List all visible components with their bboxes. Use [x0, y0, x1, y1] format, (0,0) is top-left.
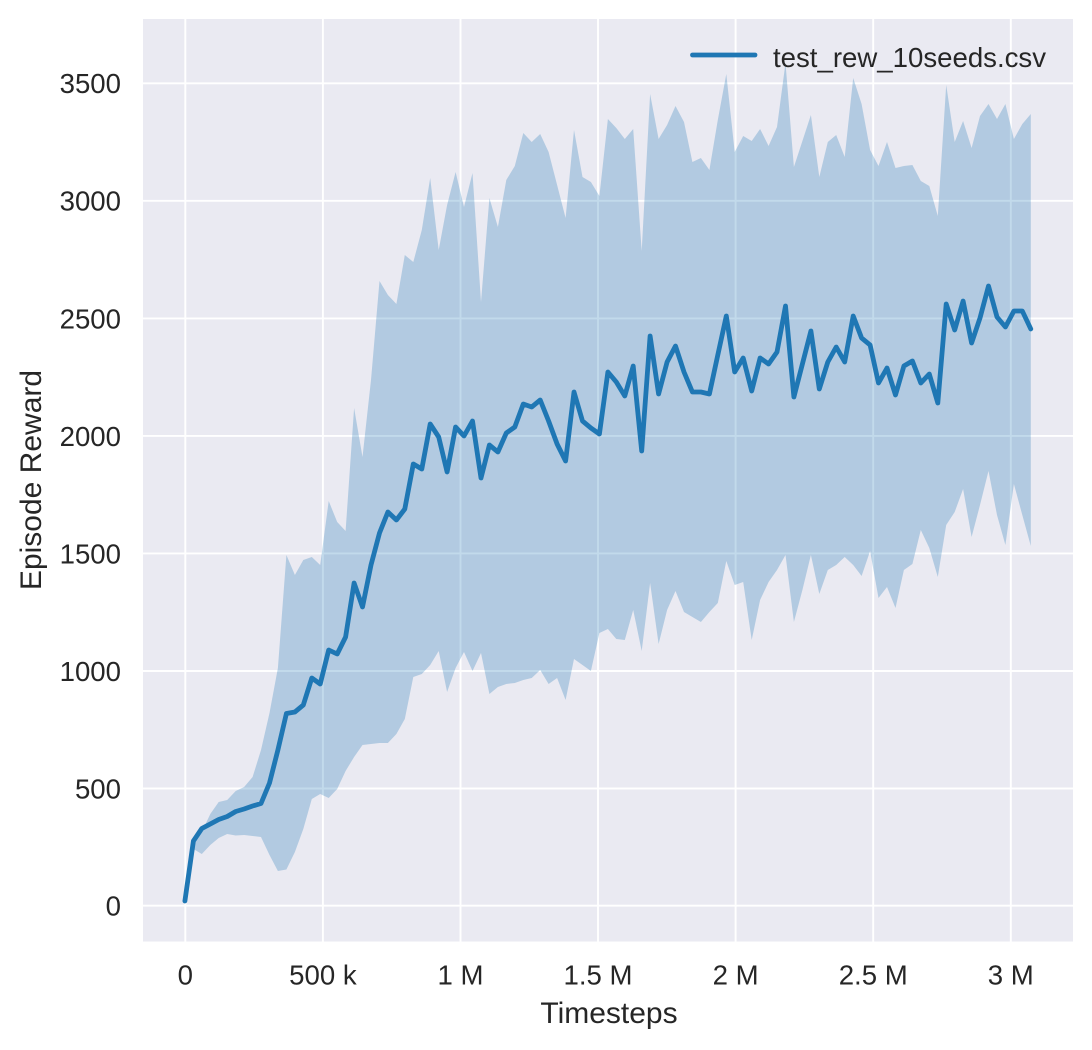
- svg-text:500 k: 500 k: [289, 960, 357, 991]
- svg-text:2 M: 2 M: [713, 960, 759, 991]
- svg-text:0: 0: [178, 960, 193, 991]
- svg-text:3 M: 3 M: [988, 960, 1034, 991]
- svg-text:1 M: 1 M: [438, 960, 484, 991]
- svg-text:3500: 3500: [60, 68, 121, 99]
- svg-text:1000: 1000: [60, 656, 121, 687]
- svg-text:2500: 2500: [60, 303, 121, 334]
- svg-text:500: 500: [75, 773, 121, 804]
- svg-text:Timesteps: Timesteps: [540, 997, 677, 1030]
- svg-text:0: 0: [106, 891, 121, 922]
- svg-text:test_rew_10seeds.csv: test_rew_10seeds.csv: [773, 42, 1046, 73]
- svg-text:1500: 1500: [60, 538, 121, 569]
- svg-text:1.5 M: 1.5 M: [563, 960, 632, 991]
- svg-text:3000: 3000: [60, 186, 121, 217]
- svg-text:2000: 2000: [60, 421, 121, 452]
- svg-text:2.5 M: 2.5 M: [839, 960, 908, 991]
- svg-text:Episode Reward: Episode Reward: [15, 370, 48, 590]
